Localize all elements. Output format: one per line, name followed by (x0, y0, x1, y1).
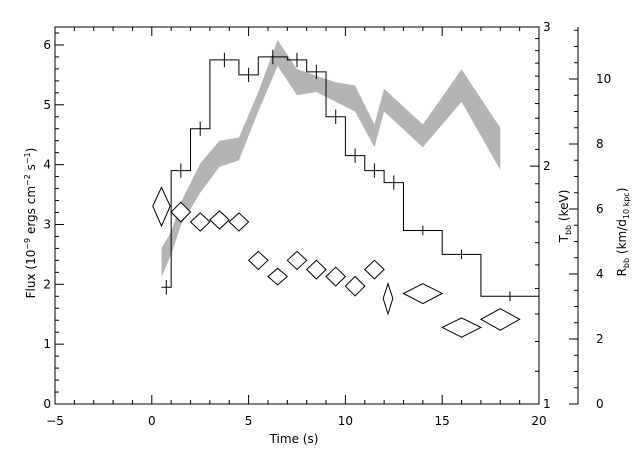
radius-tick-label: 2 (596, 332, 604, 346)
left-tick-label: 2 (43, 277, 51, 291)
left-tick-label: 3 (43, 217, 51, 231)
radius-band (161, 40, 501, 278)
temperature-diamond (189, 212, 211, 232)
temperature-diamond-layer (152, 186, 521, 338)
temperature-diamond (267, 267, 289, 286)
left-tick-label: 0 (43, 397, 51, 411)
temperature-diamond (247, 250, 269, 271)
temperature-diamond (305, 259, 327, 280)
x-tick-label: 10 (338, 414, 353, 428)
temperature-diamond (209, 210, 230, 230)
radius-band-layer (161, 40, 501, 278)
radius-tick-label: 4 (596, 267, 604, 281)
left-tick-label: 4 (43, 158, 51, 172)
flux-histogram-layer (161, 49, 539, 302)
temperature-diamond (325, 266, 347, 287)
radius-tick-label: 10 (596, 72, 611, 86)
right-axis-radius-title: Rbb (km/d10 kpc) (615, 188, 631, 277)
temperature-diamond (382, 282, 394, 316)
radius-tick-label: 0 (596, 397, 604, 411)
x-tick-label: −5 (46, 414, 64, 428)
temperature-diamond (402, 283, 444, 305)
radius-tick-label: 6 (596, 202, 604, 216)
temperature-diamond (479, 308, 521, 331)
radius-tick-label: 8 (596, 137, 604, 151)
right-axis-temperature-title: Tbb (keV) (557, 190, 573, 244)
temperature-diamond (170, 201, 192, 223)
temperature-diamond (441, 317, 483, 338)
x-tick-label: 15 (435, 414, 450, 428)
temperature-diamond (228, 212, 250, 232)
temperature-diamond (152, 186, 171, 228)
temperature-diamond (344, 275, 366, 297)
left-tick-label: 1 (43, 337, 51, 351)
temperature-tick-label: 3 (543, 20, 551, 34)
temperature-tick-label: 1 (543, 397, 551, 411)
temperature-tick-label: 2 (543, 159, 551, 173)
x-axis-title: Time (s) (269, 432, 319, 446)
axes-layer: −5 0 5 10 15 20 0 1 2 3 4 5 6 1 2 3 0 2 4 6 8 10 (43, 20, 611, 428)
x-tick-label: 20 (531, 414, 546, 428)
left-tick-label: 5 (43, 98, 51, 112)
temperature-diamond (364, 259, 385, 280)
x-tick-label: 0 (148, 414, 156, 428)
x-tick-label: 5 (245, 414, 253, 428)
left-tick-label: 6 (43, 38, 51, 52)
left-axis-title: Flux (10−9 ergs cm−2 s−1) (23, 148, 38, 299)
plot-frame (54, 26, 540, 405)
temperature-diamond (286, 250, 308, 271)
